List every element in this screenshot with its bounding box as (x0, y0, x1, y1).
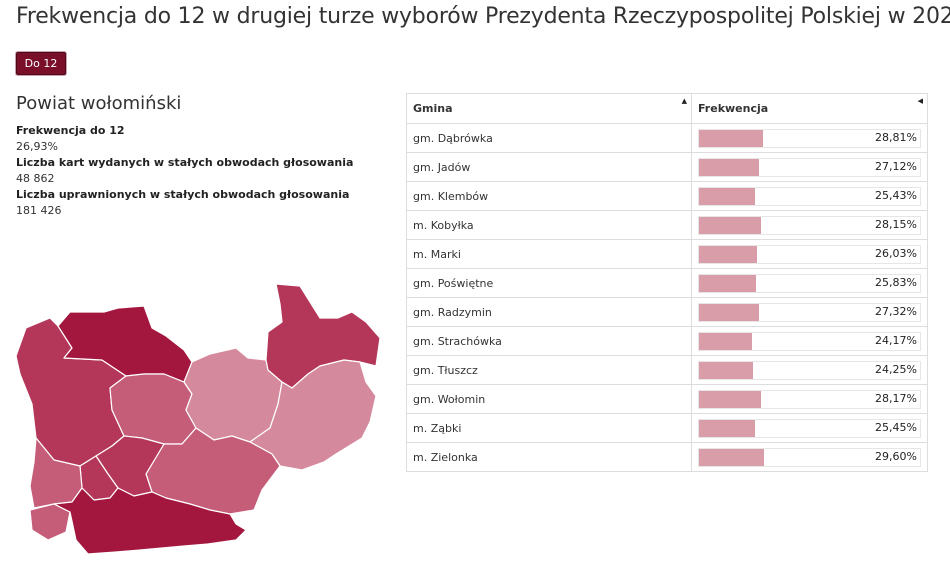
county-map-svg (15, 283, 381, 555)
table-row[interactable]: gm. Jadów 27,12% (406, 152, 928, 182)
turnout-bar-fill (699, 245, 757, 263)
turnout-bar-fill (699, 361, 753, 379)
cell-frekwencja: 28,17% (691, 384, 928, 414)
cell-frekwencja: 28,15% (691, 210, 928, 240)
turnout-value: 25,83% (875, 275, 917, 289)
cell-gmina: gm. Klembów (406, 181, 692, 211)
region-stats: Frekwencja do 12 26,93% Liczba kart wyda… (16, 123, 353, 219)
cell-gmina: gm. Radzymin (406, 297, 692, 327)
cell-gmina: gm. Dąbrówka (406, 123, 692, 153)
turnout-value: 25,43% (875, 188, 917, 202)
cell-gmina: gm. Poświętne (406, 268, 692, 298)
cell-gmina: gm. Jadów (406, 152, 692, 182)
sort-left-icon[interactable]: ◀ (917, 97, 923, 105)
turnout-bar-fill (699, 419, 756, 437)
turnout-value: 27,12% (875, 159, 917, 173)
turnout-value: 24,17% (875, 333, 917, 347)
turnout-bar-fill (699, 216, 762, 234)
stat-value-turnout: 26,93% (16, 140, 58, 153)
table-row[interactable]: gm. Wołomin 28,17% (406, 384, 928, 414)
table-header-row: Gmina ▲ Frekwencja ◀ (406, 93, 928, 124)
turnout-bar-track: 26,03% (698, 244, 921, 264)
turnout-value: 28,15% (875, 217, 917, 231)
table-body: gm. Dąbrówka 28,81% gm. Jadów 27,12% gm. Kle… (406, 123, 928, 472)
turnout-bar-track: 25,45% (698, 418, 921, 438)
column-header-frekwencja-label: Frekwencja (698, 102, 769, 115)
table-row[interactable]: gm. Klembów 25,43% (406, 181, 928, 211)
turnout-table-wrapper: Gmina ▲ Frekwencja ◀ gm. Dąbrówka 28,81% g… (406, 93, 928, 472)
turnout-value: 28,81% (875, 130, 917, 144)
turnout-value: 25,45% (875, 420, 917, 434)
region-name: Powiat wołomiński (16, 93, 182, 114)
turnout-bar-fill (699, 129, 763, 147)
turnout-value: 24,25% (875, 362, 917, 376)
cell-frekwencja: 27,32% (691, 297, 928, 327)
turnout-bar-track: 27,12% (698, 157, 921, 177)
turnout-bar-fill (699, 332, 753, 350)
turnout-bar-fill (699, 274, 757, 292)
turnout-bar-fill (699, 158, 759, 176)
page-title: Frekwencja do 12 w drugiej turze wyborów… (16, 4, 950, 29)
cell-frekwencja: 25,83% (691, 268, 928, 298)
cell-gmina: gm. Wołomin (406, 384, 692, 414)
cell-gmina: gm. Strachówka (406, 326, 692, 356)
column-header-gmina[interactable]: Gmina ▲ (406, 93, 692, 124)
cell-frekwencja: 27,12% (691, 152, 928, 182)
turnout-bar-track: 29,60% (698, 447, 921, 467)
stat-value-eligible-voters: 181 426 (16, 204, 62, 217)
stat-label-eligible-voters: Liczba uprawnionych w stałych obwodach g… (16, 188, 350, 201)
sort-ascending-icon[interactable]: ▲ (681, 97, 687, 105)
table-row[interactable]: m. Marki 26,03% (406, 239, 928, 269)
turnout-value: 29,60% (875, 449, 917, 463)
turnout-bar-track: 24,17% (698, 331, 921, 351)
cell-frekwencja: 24,17% (691, 326, 928, 356)
map-region-zielonka[interactable] (53, 487, 247, 555)
table-row[interactable]: gm. Dąbrówka 28,81% (406, 123, 928, 153)
turnout-bar-track: 25,83% (698, 273, 921, 293)
table-row[interactable]: m. Kobyłka 28,15% (406, 210, 928, 240)
table-row[interactable]: gm. Strachówka 24,17% (406, 326, 928, 356)
turnout-bar-fill (699, 448, 765, 466)
turnout-table: Gmina ▲ Frekwencja ◀ gm. Dąbrówka 28,81% g… (406, 93, 928, 472)
cell-gmina: m. Zielonka (406, 442, 692, 472)
turnout-value: 28,17% (875, 391, 917, 405)
time-filter-button[interactable]: Do 12 (16, 52, 66, 75)
table-row[interactable]: m. Ząbki 25,45% (406, 413, 928, 443)
turnout-bar-fill (699, 303, 760, 321)
stat-label-turnout: Frekwencja do 12 (16, 124, 125, 137)
table-row[interactable]: m. Zielonka 29,60% (406, 442, 928, 472)
turnout-bar-fill (699, 390, 762, 408)
turnout-bar-track: 24,25% (698, 360, 921, 380)
cell-gmina: m. Ząbki (406, 413, 692, 443)
turnout-bar-fill (699, 187, 756, 205)
cell-frekwencja: 29,60% (691, 442, 928, 472)
stat-label-ballots-issued: Liczba kart wydanych w stałych obwodach … (16, 156, 354, 169)
cell-gmina: m. Kobyłka (406, 210, 692, 240)
cell-frekwencja: 25,45% (691, 413, 928, 443)
stat-value-ballots-issued: 48 862 (16, 172, 55, 185)
turnout-bar-track: 28,81% (698, 128, 921, 148)
turnout-bar-track: 28,17% (698, 389, 921, 409)
turnout-bar-track: 25,43% (698, 186, 921, 206)
map-region-klembow[interactable] (109, 373, 197, 445)
column-header-gmina-label: Gmina (413, 102, 453, 115)
county-map (14, 278, 386, 558)
turnout-value: 27,32% (875, 304, 917, 318)
cell-gmina: m. Marki (406, 239, 692, 269)
cell-frekwencja: 26,03% (691, 239, 928, 269)
cell-frekwencja: 24,25% (691, 355, 928, 385)
cell-gmina: gm. Tłuszcz (406, 355, 692, 385)
cell-frekwencja: 25,43% (691, 181, 928, 211)
table-row[interactable]: gm. Tłuszcz 24,25% (406, 355, 928, 385)
column-header-frekwencja[interactable]: Frekwencja ◀ (691, 93, 928, 124)
cell-frekwencja: 28,81% (691, 123, 928, 153)
table-row[interactable]: gm. Radzymin 27,32% (406, 297, 928, 327)
table-row[interactable]: gm. Poświętne 25,83% (406, 268, 928, 298)
turnout-bar-track: 27,32% (698, 302, 921, 322)
turnout-value: 26,03% (875, 246, 917, 260)
turnout-bar-track: 28,15% (698, 215, 921, 235)
